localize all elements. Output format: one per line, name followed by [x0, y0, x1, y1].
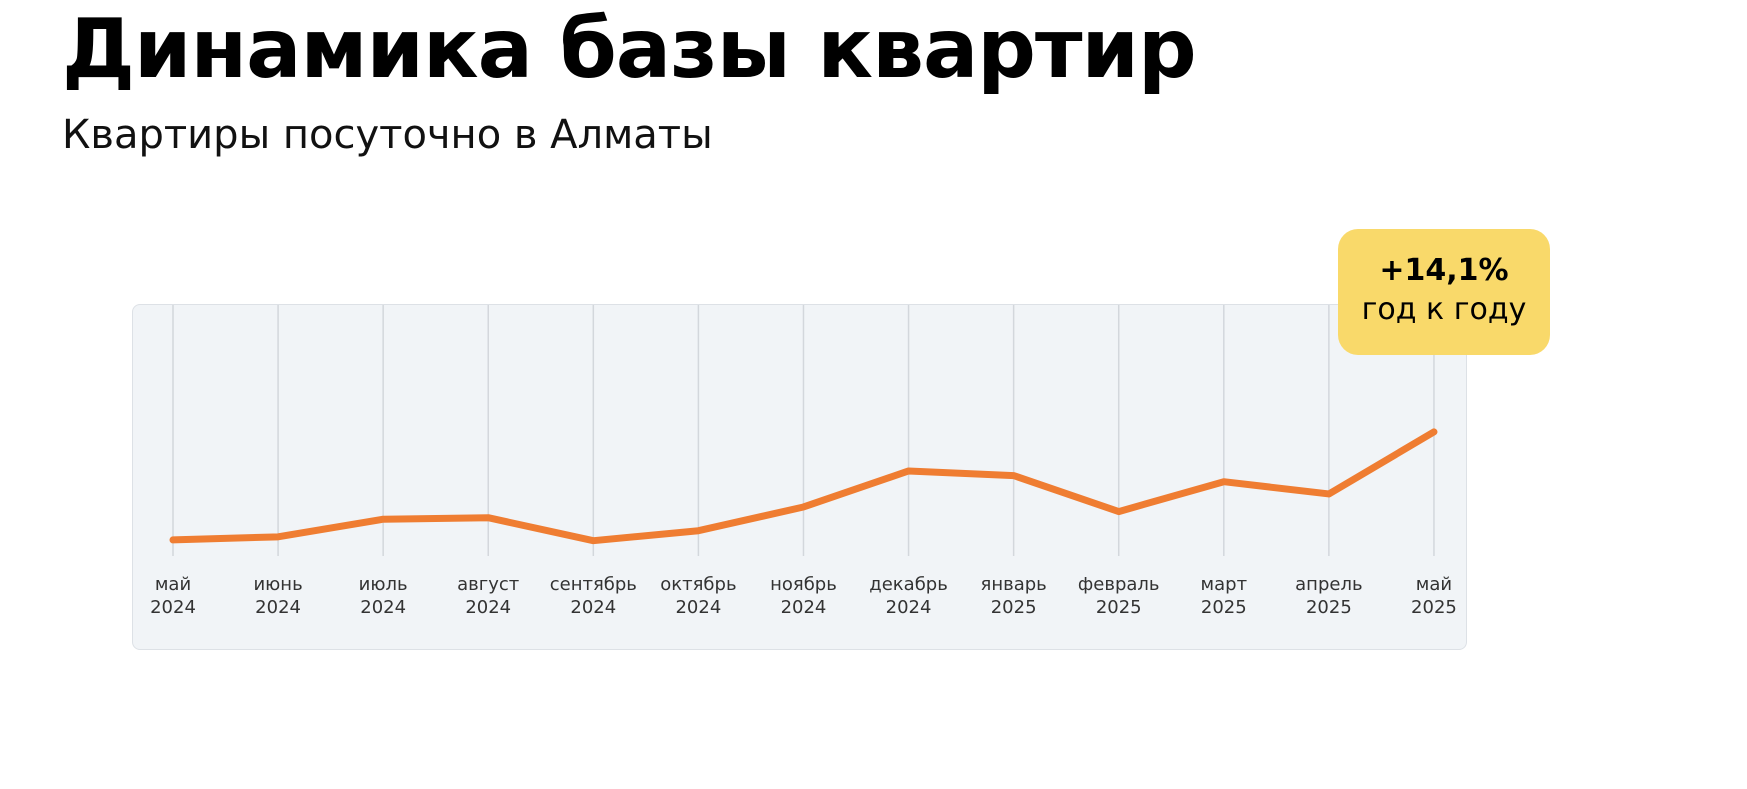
x-tick-label: май 2025	[1411, 574, 1457, 618]
x-tick-label: июль 2024	[358, 574, 408, 618]
x-tick-label: сентябрь 2024	[549, 574, 637, 618]
annotation-badge: +14,1% год к году	[1338, 229, 1550, 355]
x-tick-label: май 2024	[150, 574, 196, 618]
chart-title: Динамика базы квартир	[62, 2, 1197, 97]
x-tick-label: март 2025	[1200, 574, 1248, 618]
x-tick-label: декабрь 2024	[869, 574, 948, 618]
x-tick-label: январь 2025	[980, 574, 1047, 618]
x-tick-label: ноябрь 2024	[770, 574, 837, 618]
x-tick-label: июнь 2024	[253, 574, 303, 618]
x-tick-label: февраль 2025	[1077, 574, 1160, 618]
plot-area	[132, 304, 1467, 650]
x-tick-label: апрель 2025	[1295, 574, 1363, 618]
chart-subtitle: Квартиры посуточно в Алматы	[62, 112, 713, 158]
annotation-caption: год к году	[1361, 292, 1527, 327]
x-tick-label: август 2024	[457, 574, 520, 618]
data-line	[169, 428, 1438, 545]
x-tick-label: октябрь 2024	[660, 574, 737, 618]
annotation-headline: +14,1%	[1379, 253, 1509, 288]
